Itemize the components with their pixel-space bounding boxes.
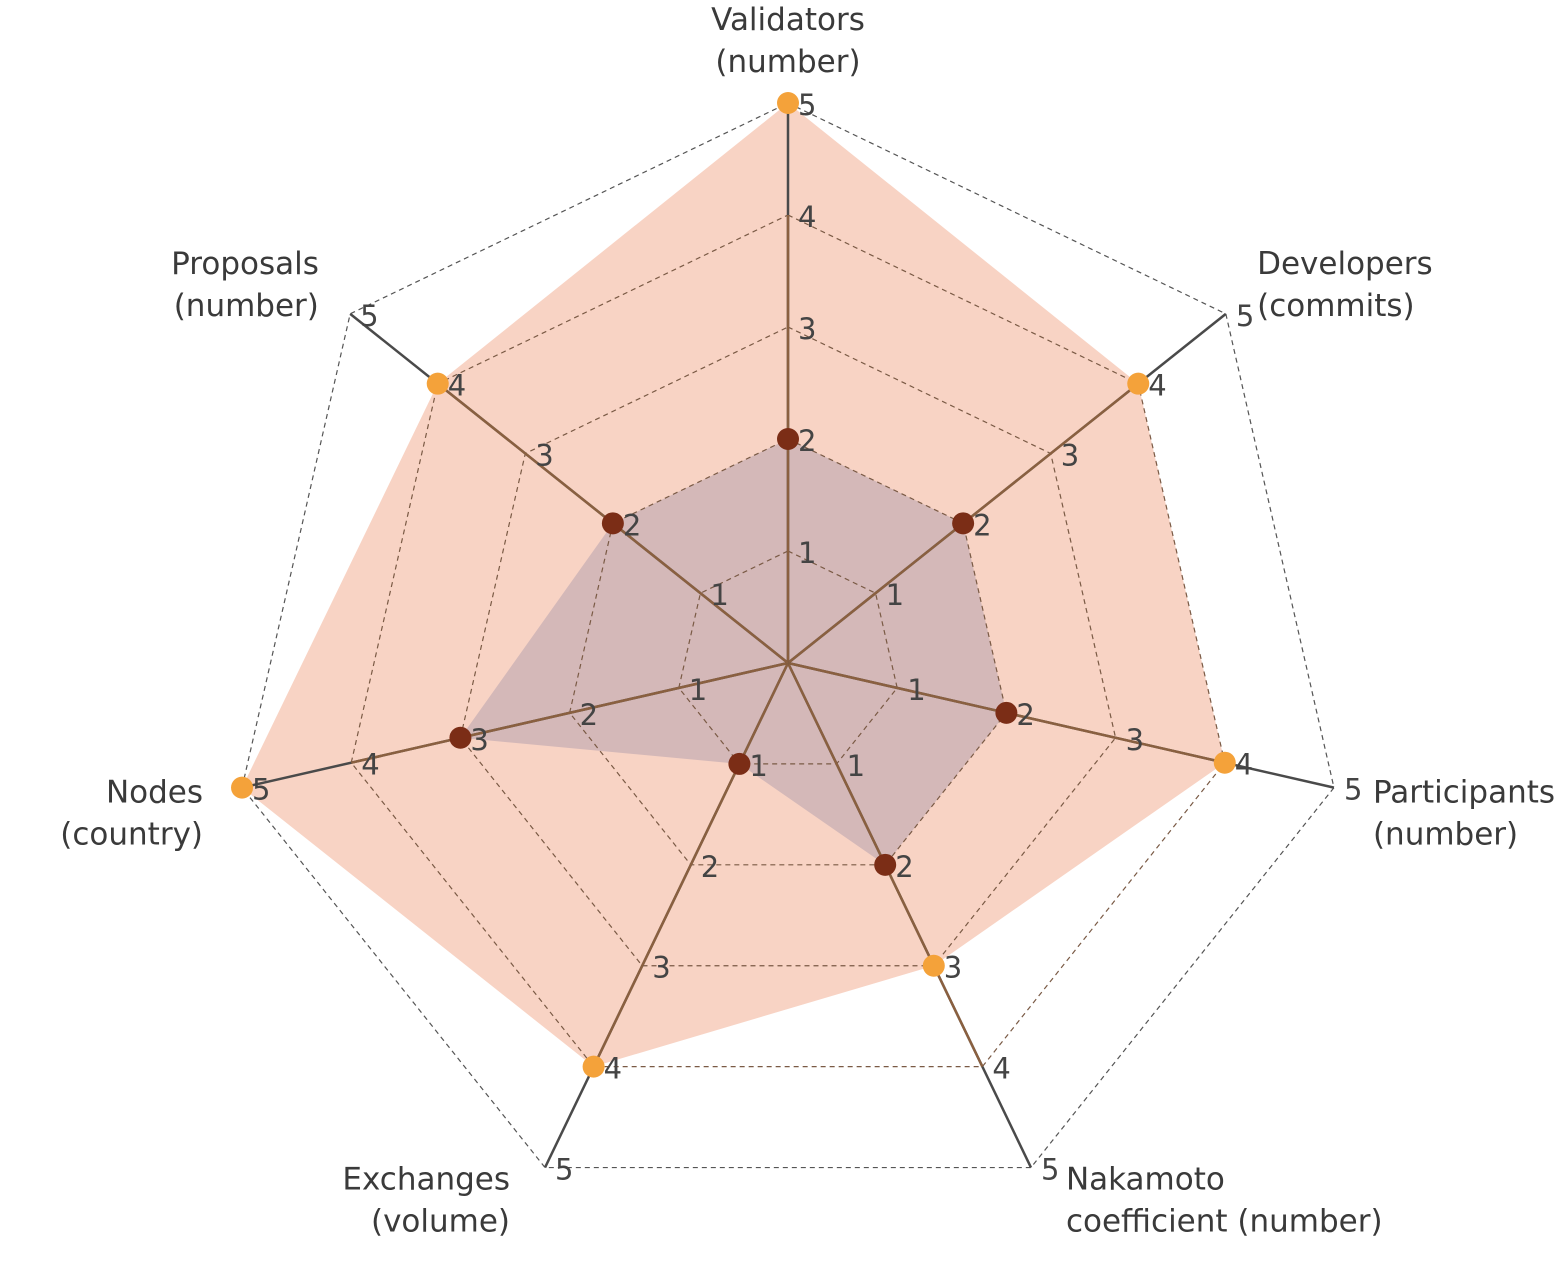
tick-label: 2 <box>895 850 913 884</box>
series-0-point <box>1213 751 1236 774</box>
series-0-point <box>231 776 254 799</box>
axis-label-line1: Participants <box>1373 775 1555 811</box>
series-0-point <box>582 1055 605 1078</box>
tick-label: 5 <box>1236 299 1254 333</box>
tick-label: 1 <box>749 749 767 783</box>
tick-label: 5 <box>798 88 816 122</box>
axis-label-line1: Developers <box>1257 246 1433 282</box>
tick-label: 2 <box>623 508 641 542</box>
grid-ring-2 <box>568 438 1008 866</box>
series-0-point <box>426 372 449 395</box>
series-area-1 <box>460 439 1007 865</box>
series-1-point <box>777 428 799 450</box>
tick-label: 4 <box>992 1052 1010 1086</box>
grid-ring-3 <box>459 326 1117 967</box>
tick-label: 4 <box>448 369 466 403</box>
tick-label: 2 <box>701 850 719 884</box>
axis-label-line2: (number) <box>1373 817 1518 853</box>
tick-label: 5 <box>1344 773 1362 807</box>
tick-label: 3 <box>652 951 670 985</box>
tick-label: 3 <box>798 312 816 346</box>
axis-label-line1: Validators <box>711 2 865 38</box>
tick-label: 2 <box>1016 698 1034 732</box>
series-0-point <box>777 92 799 114</box>
tick-label: 4 <box>604 1052 622 1086</box>
tick-label: 4 <box>361 748 379 782</box>
tick-label: 4 <box>1235 748 1253 782</box>
tick-label: 2 <box>798 424 816 458</box>
series-0-point <box>1127 372 1150 395</box>
series-1-point <box>995 701 1018 724</box>
series-0-point <box>922 954 945 977</box>
tick-label: 2 <box>973 508 991 542</box>
series-1-point <box>449 726 472 749</box>
series-1-point <box>874 853 897 876</box>
axis-label-line1: Nakamoto <box>1066 1162 1225 1198</box>
axis-label-line1: Exchanges <box>342 1162 510 1198</box>
axis-label-line2: (country) <box>60 817 203 853</box>
axis-label-line2: (commits) <box>1257 288 1415 324</box>
tick-label: 3 <box>470 723 488 757</box>
tick-label: 2 <box>580 698 598 732</box>
axis-label-line1: Proposals <box>171 246 319 282</box>
tick-label: 4 <box>1148 369 1166 403</box>
tick-label: 5 <box>360 299 378 333</box>
tick-label: 4 <box>798 200 816 234</box>
axis-inner-line-5 <box>350 661 789 764</box>
grid-ring-4 <box>350 214 1226 1068</box>
axis-label-line2: (number) <box>715 44 860 80</box>
tick-label: 5 <box>1041 1153 1059 1187</box>
series-1-point <box>728 752 751 775</box>
tick-label: 1 <box>907 673 925 707</box>
axis-inner-line-4 <box>592 662 790 1068</box>
tick-label: 1 <box>689 673 707 707</box>
series-1-point <box>952 512 975 535</box>
tick-label: 3 <box>535 439 553 473</box>
tick-label: 5 <box>555 1153 573 1187</box>
axis-label-line2: (number) <box>174 288 319 324</box>
tick-label: 5 <box>252 773 270 807</box>
tick-label: 3 <box>944 951 962 985</box>
tick-label: 1 <box>886 578 904 612</box>
axis-label-line2: (volume) <box>371 1204 510 1240</box>
axis-label-line2: coefficient (number) <box>1066 1204 1383 1240</box>
tick-label: 1 <box>847 749 865 783</box>
tick-label: 3 <box>1126 723 1144 757</box>
tick-label: 1 <box>798 536 816 570</box>
tick-label: 1 <box>710 578 728 612</box>
axis-label-line1: Nodes <box>106 775 203 811</box>
series-1-point <box>601 512 624 535</box>
tick-label: 3 <box>1061 439 1079 473</box>
